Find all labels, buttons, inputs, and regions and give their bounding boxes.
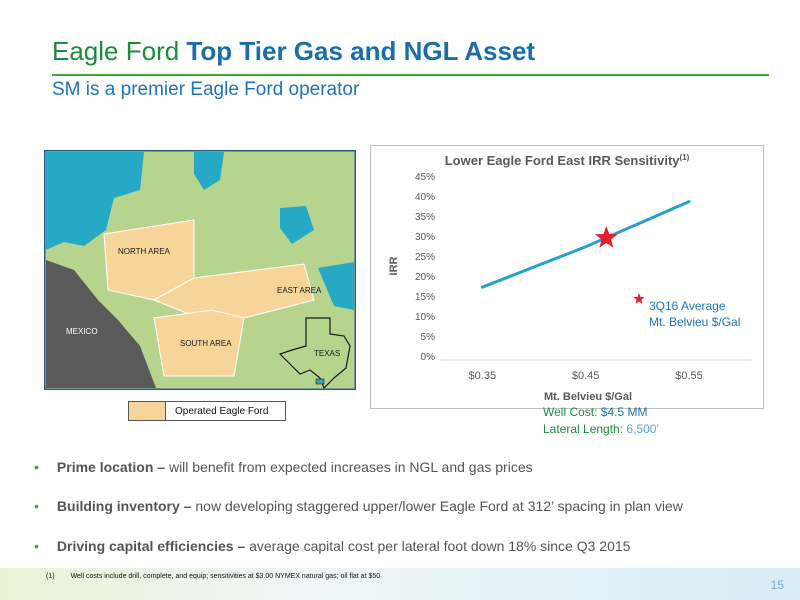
well-cost-value: $4.5 MM bbox=[600, 405, 648, 419]
x-tick-label: $0.45 bbox=[572, 370, 600, 382]
highlight-star bbox=[594, 226, 618, 248]
bullet-text: now developing staggered upper/lower Eag… bbox=[195, 498, 683, 514]
bullet-dot: • bbox=[34, 498, 39, 514]
map-water-east bbox=[280, 206, 314, 244]
footnote-number: (1) bbox=[46, 573, 55, 580]
map-label-texas: TEXAS bbox=[314, 349, 340, 358]
texas-inset-marker bbox=[315, 378, 325, 385]
y-tick-label: 35% bbox=[415, 212, 435, 223]
title-part-2: Top Tier Gas and NGL Asset bbox=[186, 36, 536, 66]
eagle-ford-map: NORTH AREA EAST AREA SOUTH AREA MEXICO T… bbox=[44, 150, 356, 390]
y-tick-label: 0% bbox=[421, 352, 436, 363]
lateral-length-text: Lateral Length: 6,500’ bbox=[543, 422, 659, 436]
x-axis-label: Mt. Belvieu $/Gal bbox=[544, 391, 632, 403]
map-legend-label: Operated Eagle Ford bbox=[175, 406, 269, 417]
chart-title-superscript: (1) bbox=[680, 153, 690, 162]
bullet-bold: Prime location – bbox=[56, 459, 169, 475]
irr-chart: Lower Eagle Ford East IRR Sensitivity(1)… bbox=[370, 145, 764, 409]
map-water-northwest bbox=[46, 152, 144, 250]
irr-chart-svg: Lower Eagle Ford East IRR Sensitivity(1)… bbox=[388, 153, 751, 403]
y-tick-label: 25% bbox=[415, 252, 435, 263]
map-water-north bbox=[194, 152, 224, 190]
y-tick-label: 5% bbox=[421, 332, 436, 343]
map-label-east-area: EAST AREA bbox=[277, 286, 322, 295]
lateral-length-value: 6,500’ bbox=[626, 422, 660, 436]
page-number: 15 bbox=[770, 578, 784, 592]
bullet-dot: • bbox=[34, 459, 39, 475]
annotation-star-icon bbox=[633, 293, 645, 304]
page-subtitle: SM is a premier Eagle Ford operator bbox=[52, 79, 360, 100]
map-legend: Operated Eagle Ford bbox=[128, 401, 286, 421]
map-label-mexico: MEXICO bbox=[66, 327, 98, 336]
bullet-dot: • bbox=[34, 538, 39, 554]
well-cost-label: Well Cost: bbox=[543, 405, 601, 419]
footnote-text: Well costs include drill, complete, and … bbox=[70, 573, 381, 580]
x-tick-label: $0.55 bbox=[675, 370, 703, 382]
page-title: Eagle Ford Top Tier Gas and NGL Asset bbox=[52, 36, 535, 67]
bullet-bold: Building inventory – bbox=[56, 498, 196, 514]
footer-band bbox=[0, 568, 800, 600]
footnote: (1) Well costs include drill, complete, a… bbox=[46, 573, 380, 580]
map-label-north-area: NORTH AREA bbox=[118, 247, 171, 256]
series-line bbox=[480, 200, 691, 289]
map-mexico bbox=[46, 260, 156, 388]
y-axis-label: IRR bbox=[388, 256, 400, 275]
y-tick-label: 40% bbox=[415, 192, 435, 203]
x-tick-label: $0.35 bbox=[469, 370, 497, 382]
annotation-text: 3Q16 Average bbox=[649, 299, 726, 313]
map-water-coast bbox=[318, 262, 354, 310]
bullet-text: will benefit from expected increases in … bbox=[168, 459, 533, 475]
chart-title: Lower Eagle Ford East IRR Sensitivity(1) bbox=[445, 153, 690, 168]
map-label-south-area: SOUTH AREA bbox=[180, 339, 232, 348]
bullet-item: • Driving capital efficiencies – average … bbox=[34, 538, 630, 554]
y-tick-label: 15% bbox=[415, 292, 435, 303]
y-tick-label: 45% bbox=[415, 172, 435, 183]
y-tick-label: 20% bbox=[415, 272, 435, 283]
bullet-item: • Building inventory – now developing sta… bbox=[34, 498, 683, 514]
y-tick-label: 10% bbox=[415, 312, 435, 323]
title-part-1: Eagle Ford bbox=[52, 36, 187, 66]
lateral-length-label: Lateral Length: bbox=[543, 422, 627, 436]
well-cost-text: Well Cost: $4.5 MM bbox=[543, 405, 647, 419]
bullet-bold: Driving capital efficiencies – bbox=[56, 538, 250, 554]
y-tick-label: 30% bbox=[415, 232, 435, 243]
bullet-text: average capital cost per lateral foot do… bbox=[249, 538, 631, 554]
title-rule bbox=[52, 74, 769, 76]
map-south-area bbox=[153, 309, 245, 377]
annotation-text: Mt. Belvieu $/Gal bbox=[649, 315, 740, 329]
bullet-item: • Prime location – will benefit from expe… bbox=[34, 459, 533, 475]
